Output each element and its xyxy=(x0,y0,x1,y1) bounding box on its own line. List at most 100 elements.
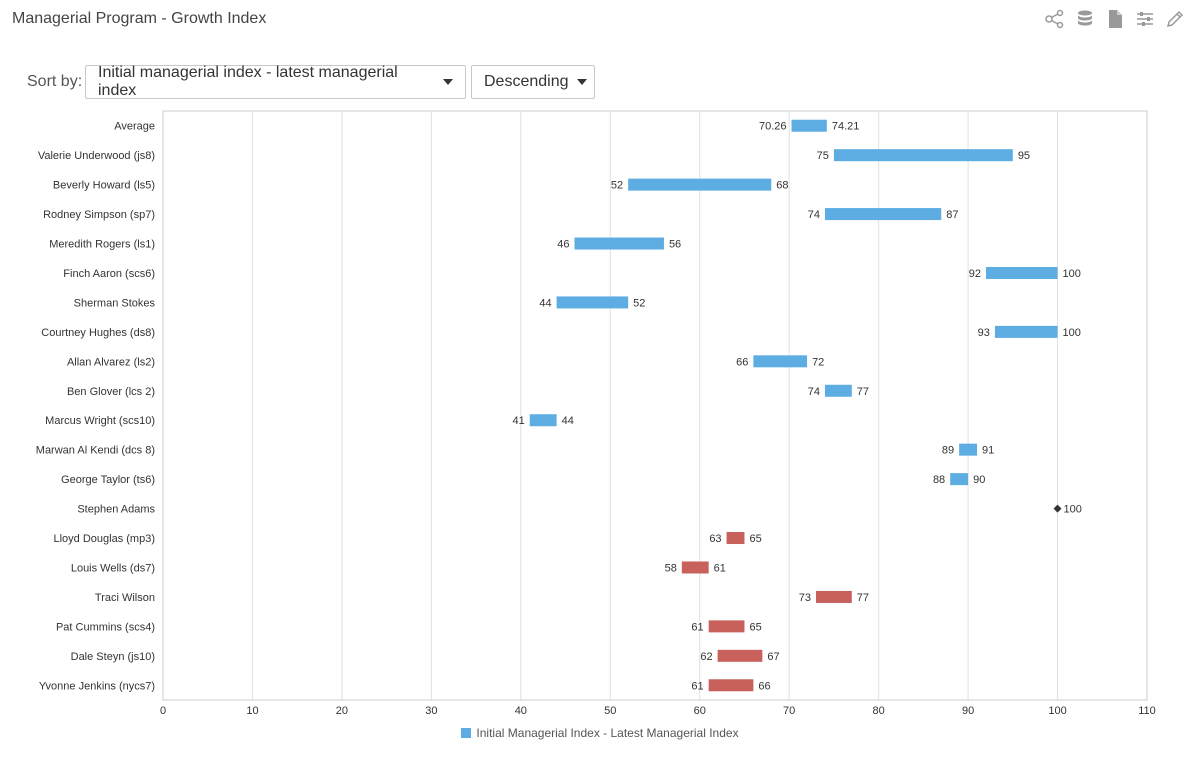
start-value-label: 73 xyxy=(799,592,811,604)
sort-field-select[interactable]: Initial managerial index - latest manage… xyxy=(85,64,466,99)
x-tick-label: 60 xyxy=(694,705,706,717)
x-tick-label: 100 xyxy=(1048,705,1066,717)
range-bar xyxy=(628,178,772,191)
end-value-label: 91 xyxy=(982,445,994,457)
range-bar xyxy=(708,679,754,692)
range-bar xyxy=(959,443,978,456)
end-value-label: 52 xyxy=(633,297,645,309)
x-tick-label: 90 xyxy=(962,705,974,717)
start-value-label: 89 xyxy=(942,445,954,457)
range-marker xyxy=(1053,504,1062,513)
start-value-label: 66 xyxy=(736,356,748,368)
start-value-label: 88 xyxy=(933,474,945,486)
x-tick-label: 70 xyxy=(783,705,795,717)
start-value-label: 92 xyxy=(969,268,981,280)
y-category-label: Lloyd Douglas (mp3) xyxy=(54,533,156,545)
y-category-label: Allan Alvarez (ls2) xyxy=(67,356,155,368)
filter-list-icon[interactable] xyxy=(1134,8,1156,30)
range-bar xyxy=(994,325,1058,338)
start-value-label: 70.26 xyxy=(759,121,787,133)
start-value-label: 74 xyxy=(808,386,820,398)
range-bar xyxy=(816,590,852,603)
range-bar xyxy=(708,620,745,633)
end-value-label: 56 xyxy=(669,239,681,251)
y-category-label: Pat Cummins (scs4) xyxy=(56,621,155,633)
page-title: Managerial Program - Growth Index xyxy=(12,10,267,27)
y-category-label: Valerie Underwood (js8) xyxy=(38,150,155,162)
range-bar xyxy=(574,237,664,250)
chart-toolbar xyxy=(1044,8,1186,30)
x-tick-label: 40 xyxy=(515,705,527,717)
y-category-label: Ben Glover (lcs 2) xyxy=(67,386,155,398)
start-value-label: 61 xyxy=(691,680,703,692)
y-category-label: Average xyxy=(114,121,155,133)
y-category-label: Stephen Adams xyxy=(77,504,155,516)
y-category-label: George Taylor (ts6) xyxy=(61,474,155,486)
end-value-label: 65 xyxy=(749,533,761,545)
range-bar xyxy=(753,355,808,368)
end-value-label: 44 xyxy=(562,415,574,427)
start-value-label: 74 xyxy=(808,209,820,221)
range-bar xyxy=(726,532,745,545)
start-value-label: 63 xyxy=(709,533,721,545)
x-tick-label: 30 xyxy=(425,705,437,717)
end-value-label: 77 xyxy=(857,386,869,398)
range-bar xyxy=(717,649,763,662)
x-tick-label: 110 xyxy=(1138,705,1156,717)
range-bar xyxy=(950,473,969,486)
range-bar xyxy=(985,266,1058,279)
range-bar xyxy=(529,414,557,427)
edit-icon[interactable] xyxy=(1164,8,1186,30)
end-value-label: 100 xyxy=(1063,268,1081,280)
range-bar xyxy=(681,561,709,574)
start-value-label: 75 xyxy=(817,150,829,162)
start-value-label: 41 xyxy=(513,415,525,427)
start-value-label: 46 xyxy=(557,239,569,251)
sort-order-value: Descending xyxy=(484,73,569,90)
x-tick-label: 50 xyxy=(604,705,616,717)
chevron-down-icon xyxy=(576,79,587,85)
y-category-label: Marcus Wright (scs10) xyxy=(45,415,155,427)
y-category-label: Courtney Hughes (ds8) xyxy=(41,327,155,339)
end-value-label: 100 xyxy=(1063,327,1081,339)
start-value-label: 93 xyxy=(978,327,990,339)
y-category-label: Traci Wilson xyxy=(95,592,155,604)
range-bar xyxy=(833,149,1013,162)
end-value-label: 66 xyxy=(758,680,770,692)
range-bar xyxy=(791,119,827,132)
end-value-label: 87 xyxy=(946,209,958,221)
x-tick-label: 10 xyxy=(246,705,258,717)
x-tick-label: 80 xyxy=(873,705,885,717)
y-category-label: Dale Steyn (js10) xyxy=(71,651,155,663)
start-value-label: 61 xyxy=(691,621,703,633)
sort-order-select[interactable]: Descending xyxy=(471,65,595,99)
end-value-label: 90 xyxy=(973,474,985,486)
end-value-label: 72 xyxy=(812,356,824,368)
end-value-label: 65 xyxy=(749,621,761,633)
sort-field-value: Initial managerial index - latest manage… xyxy=(98,64,398,99)
y-category-label: Rodney Simpson (sp7) xyxy=(43,209,155,221)
start-value-label: 58 xyxy=(665,562,677,574)
chart-legend[interactable]: Initial Managerial Index - Latest Manage… xyxy=(0,726,1200,740)
sort-label: Sort by: xyxy=(27,73,83,90)
chevron-down-icon xyxy=(443,79,453,85)
start-value-label: 44 xyxy=(539,297,551,309)
y-category-label: Meredith Rogers (ls1) xyxy=(49,239,155,251)
end-value-label: 74.21 xyxy=(832,121,860,133)
end-value-label: 77 xyxy=(857,592,869,604)
y-category-label: Beverly Howard (ls5) xyxy=(53,180,155,192)
y-category-label: Yvonne Jenkins (nycs7) xyxy=(39,680,155,692)
y-category-label: Marwan Al Kendi (dcs 8) xyxy=(36,445,155,457)
growth-index-chart: 0 10 20 30 40 50 60 70 80 90 100 110 Average 70.26 74.… xyxy=(36,110,1156,717)
range-bar xyxy=(556,296,629,309)
plot-area xyxy=(162,110,1148,701)
end-value-label: 100 xyxy=(1064,504,1082,516)
legend-label: Initial Managerial Index - Latest Manage… xyxy=(476,726,739,740)
legend-swatch xyxy=(461,728,472,738)
end-value-label: 61 xyxy=(714,562,726,574)
document-icon[interactable] xyxy=(1104,8,1126,30)
database-icon[interactable] xyxy=(1074,8,1096,30)
end-value-label: 95 xyxy=(1018,150,1030,162)
start-value-label: 62 xyxy=(700,651,712,663)
network-icon[interactable] xyxy=(1044,8,1066,30)
